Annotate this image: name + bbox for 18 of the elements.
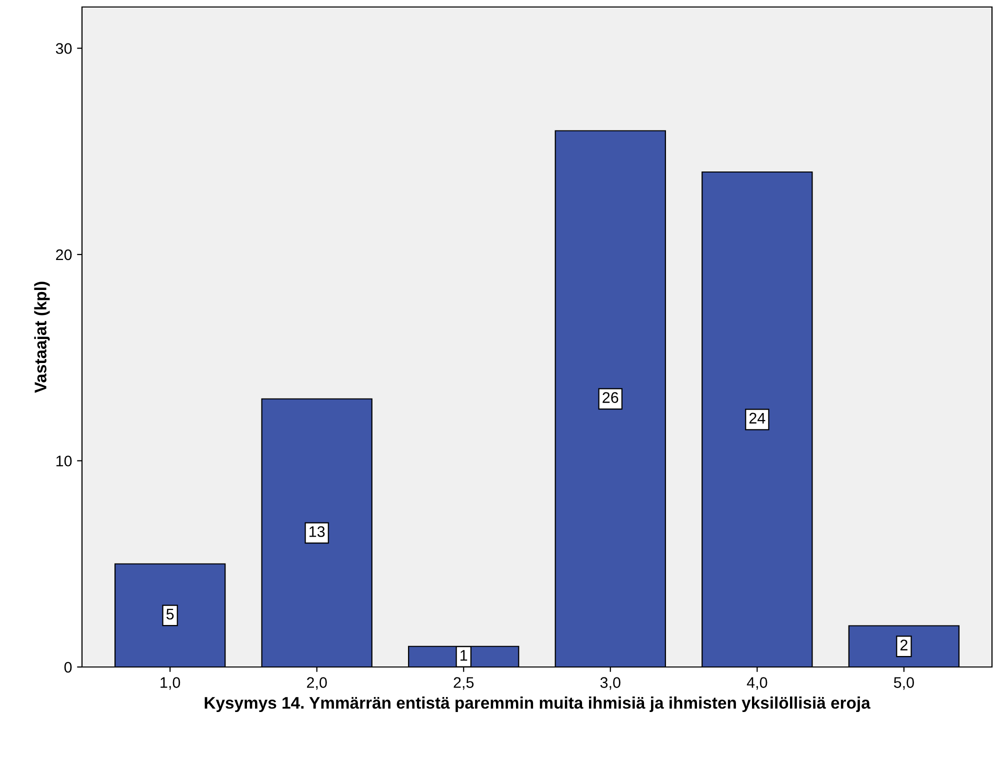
y-tick-label: 10 [56, 456, 72, 466]
y-tick-label: 20 [56, 249, 72, 260]
x-tick-label: 2,0 [306, 677, 327, 690]
x-tick-label: 1,0 [160, 677, 180, 690]
data-label: 5 [166, 608, 174, 620]
data-label: 13 [310, 526, 325, 538]
x-tick-label: 5,0 [894, 677, 914, 690]
data-label: 26 [602, 392, 618, 403]
y-tick-label: 0 [64, 662, 72, 673]
data-label: 1 [460, 650, 468, 661]
data-label: 2 [900, 640, 908, 650]
x-axis-title: Kysymys 14. Ymmärrän entistä paremmin muita ihmisiä ja ihmisten yksilöllisiä eroja [204, 696, 870, 712]
y-tick-label: 30 [56, 43, 72, 54]
x-tick-label: 2,5 [454, 677, 474, 690]
y-axis-title: Vastaajat (kpl) [34, 282, 50, 393]
data-label: 24 [749, 412, 766, 424]
x-tick-label: 4,0 [746, 677, 768, 690]
x-tick-label: 3,0 [600, 677, 620, 690]
